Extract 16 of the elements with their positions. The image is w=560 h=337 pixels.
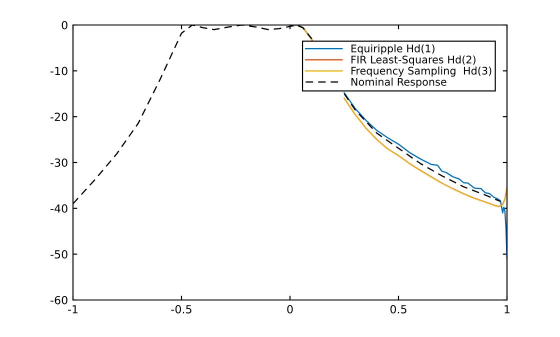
y-tick-label: 0 — [62, 20, 68, 30]
y-tick-label: -10 — [50, 66, 68, 76]
x-tick-label: 1 — [504, 305, 510, 314]
y-tick-label: -60 — [50, 296, 68, 304]
legend-label: Nominal Response — [351, 78, 446, 88]
x-tick-label: 0 — [287, 305, 293, 314]
legend-label: Equiripple Hd(1) — [351, 44, 434, 54]
x-tick-label: 0.5 — [390, 305, 406, 314]
y-tick-label: -20 — [50, 112, 68, 122]
legend-label: FIR Least-Squares Hd(2) — [351, 55, 476, 66]
x-tick-label: -1 — [68, 305, 78, 314]
y-tick-label: -30 — [50, 158, 68, 167]
y-tick-label: -40 — [50, 204, 68, 213]
y-tick-label: -50 — [50, 250, 68, 259]
legend-label: Frequency Sampling Hd(3) — [351, 66, 492, 77]
x-tick-label: -0.5 — [171, 305, 192, 314]
